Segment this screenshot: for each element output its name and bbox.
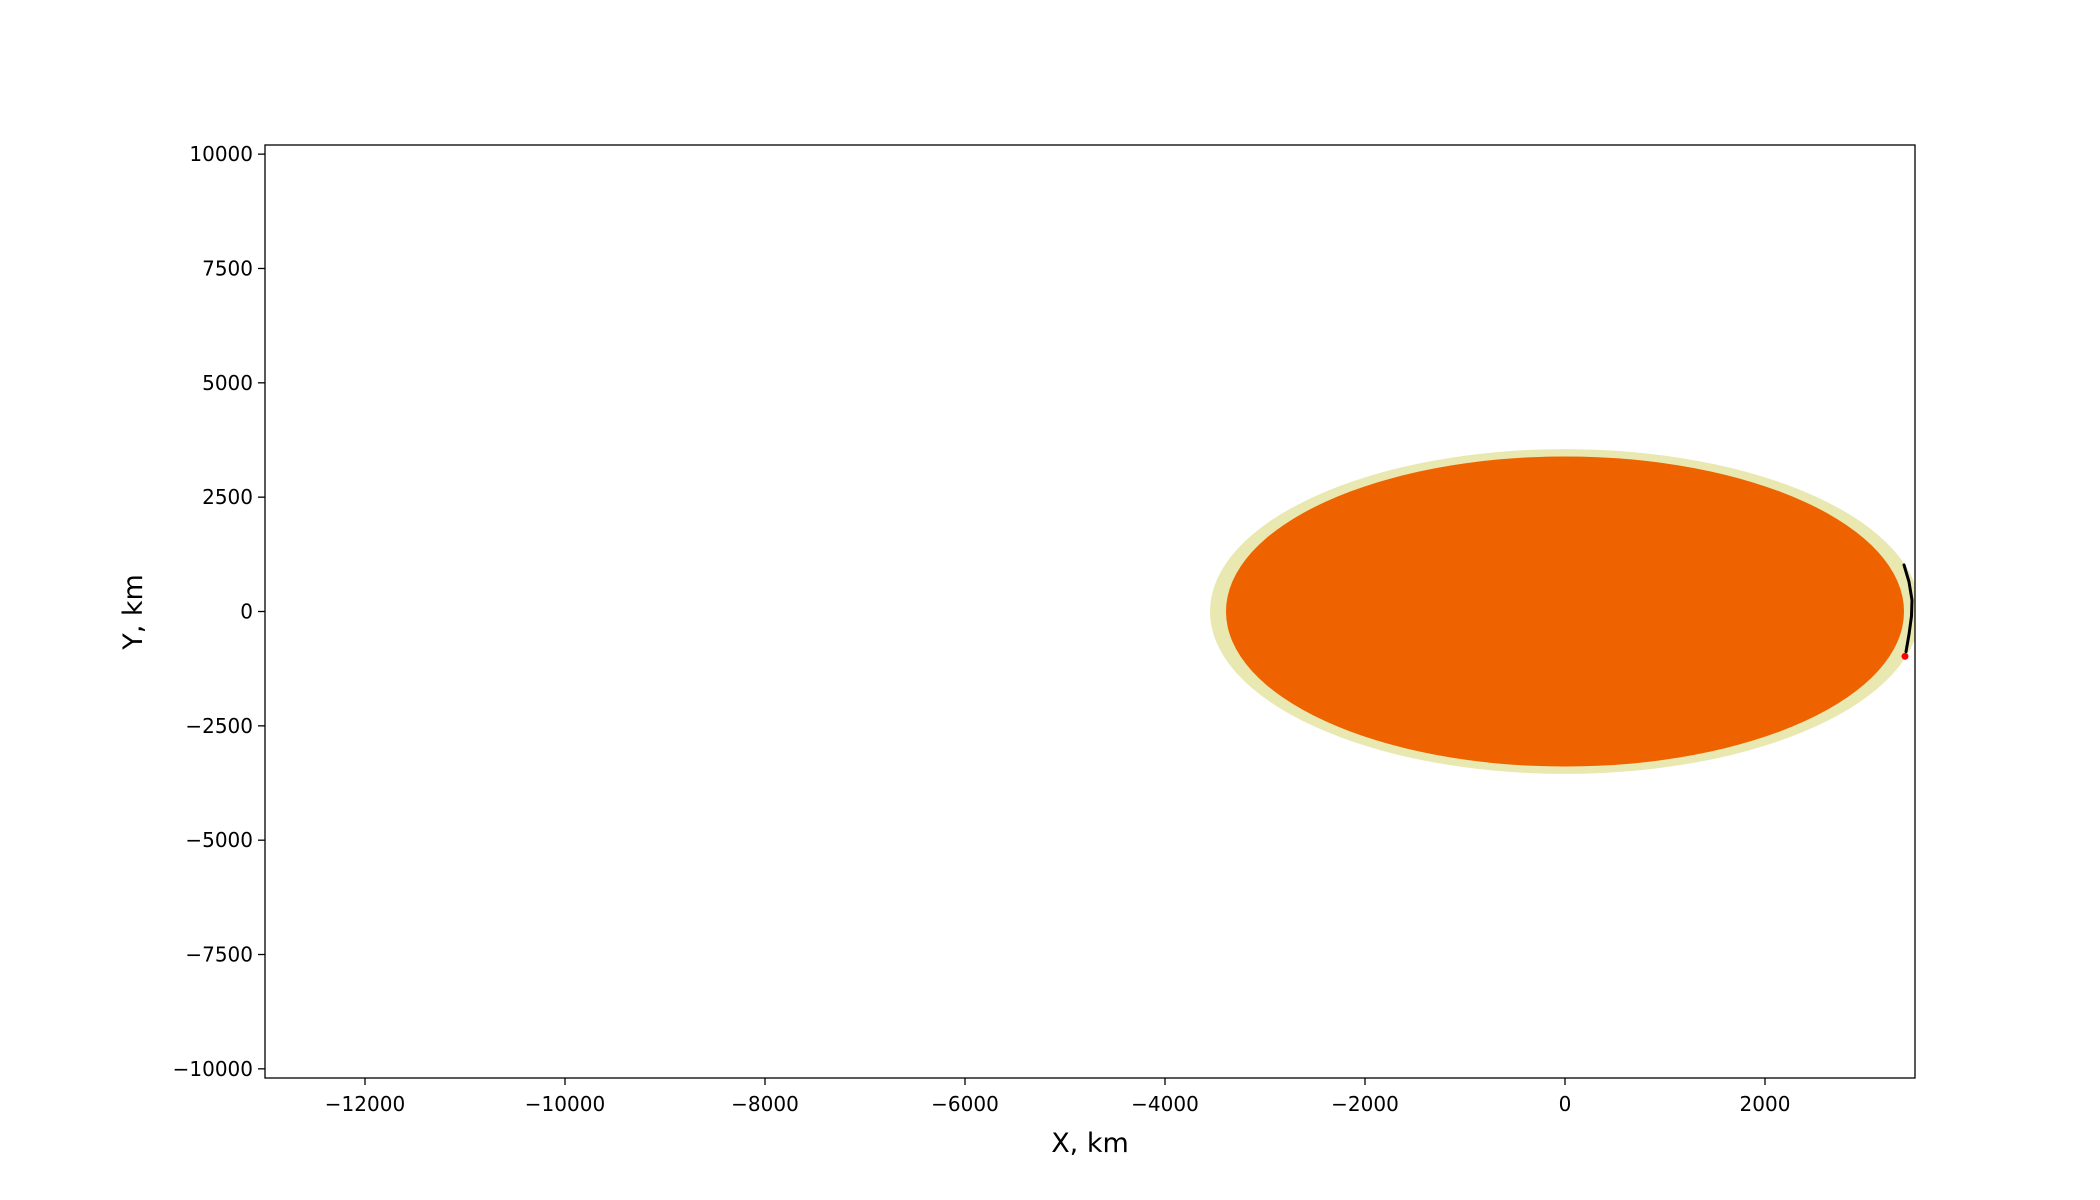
y-tick-label: −2500 <box>185 714 253 738</box>
x-axis-label: X, km <box>1051 1128 1129 1159</box>
y-axis-label: Y, km <box>118 574 149 651</box>
y-tick-label: −10000 <box>173 1057 253 1081</box>
y-tick-label: 0 <box>240 600 253 624</box>
x-tick-label: −12000 <box>325 1092 405 1116</box>
x-tick-label: −6000 <box>931 1092 999 1116</box>
x-tick-label: −10000 <box>525 1092 605 1116</box>
y-tick-label: 2500 <box>202 485 253 509</box>
y-tick-label: 5000 <box>202 371 253 395</box>
y-tick-label: −7500 <box>185 943 253 967</box>
y-axis-ticks: 10000 7500 5000 2500 0 −2500 −5000 −7500 −10000 <box>173 142 265 1081</box>
trajectory-line <box>1902 563 1914 654</box>
x-tick-label: 0 <box>1559 1092 1572 1116</box>
y-tick-label: 10000 <box>189 142 253 166</box>
x-axis-ticks: −12000 −10000 −8000 −6000 −4000 −2000 0 2000 <box>325 1078 1791 1116</box>
position-marker <box>1901 652 1909 660</box>
x-tick-label: −8000 <box>731 1092 799 1116</box>
x-tick-label: −2000 <box>1331 1092 1399 1116</box>
plot-data-layer <box>1210 449 1915 774</box>
y-tick-label: 7500 <box>202 256 253 280</box>
x-tick-label: 2000 <box>1740 1092 1791 1116</box>
y-tick-label: −5000 <box>185 828 253 852</box>
x-tick-label: −4000 <box>1131 1092 1199 1116</box>
planet-disk <box>1226 456 1904 767</box>
